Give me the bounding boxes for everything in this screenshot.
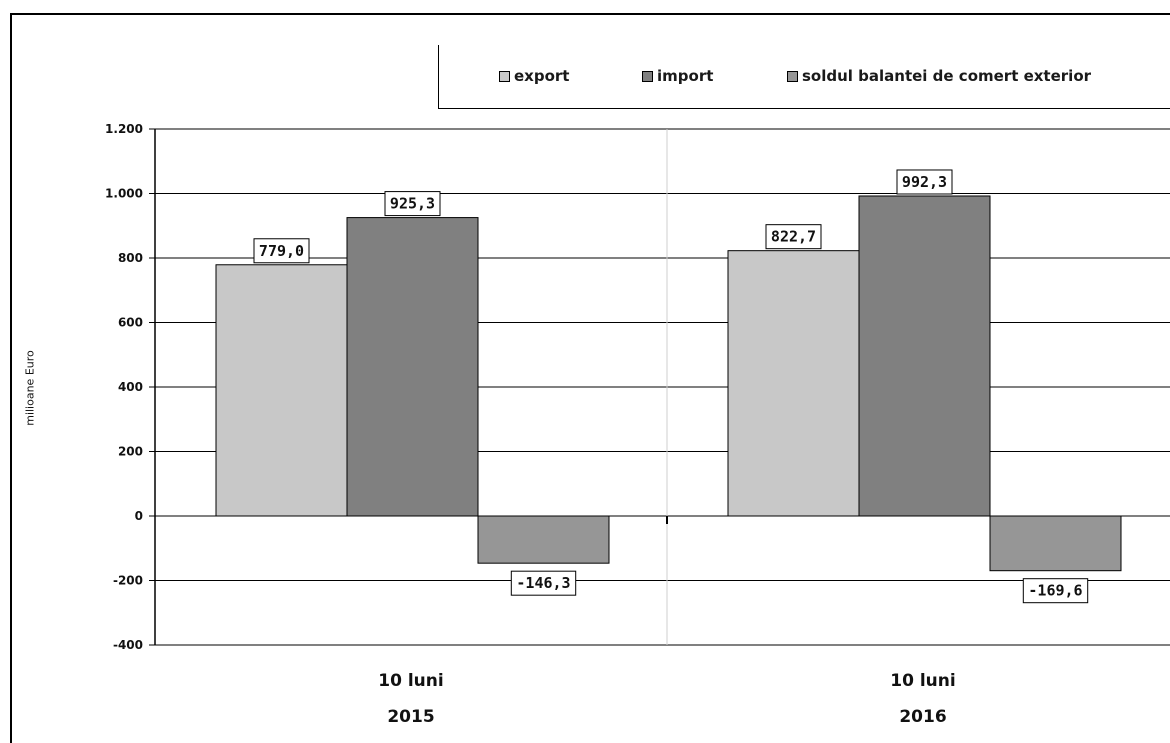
legend-swatch-import <box>642 70 653 82</box>
y-tick-label: 1.200 <box>105 122 143 136</box>
bar-export-1 <box>727 250 860 517</box>
x-category-label-line2: 2015 <box>387 707 434 727</box>
legend-swatch-export <box>499 70 510 82</box>
data-label: -169,6 <box>1028 582 1082 600</box>
y-tick-label: 400 <box>118 380 143 394</box>
x-category-label-line2: 2016 <box>899 707 946 727</box>
bar-soldul-0 <box>477 515 610 564</box>
legend-label-export: export <box>514 67 570 85</box>
legend: export import soldul balantei de comert … <box>438 45 1170 109</box>
y-tick-label: 800 <box>118 251 143 265</box>
y-tick-label: 1.000 <box>105 187 143 201</box>
bar-export-0 <box>215 264 348 517</box>
legend-item-balance: soldul balantei de comert exterior <box>787 67 1091 85</box>
bar-soldul-1 <box>989 515 1122 572</box>
data-label: -146,3 <box>516 574 570 592</box>
legend-item-import: import <box>642 67 713 85</box>
y-tick-label: 200 <box>118 445 143 459</box>
data-label-box <box>765 224 822 250</box>
legend-item-export: export <box>499 67 569 85</box>
data-label: 925,3 <box>390 195 435 213</box>
x-category-label-line1: 10 luni <box>378 671 443 691</box>
data-label-box <box>253 238 310 264</box>
y-tick-label: -200 <box>113 574 143 588</box>
data-label: 822,7 <box>771 228 816 246</box>
legend-label-import: import <box>657 67 714 85</box>
data-label-box <box>1022 578 1089 604</box>
data-label-box <box>896 169 953 195</box>
legend-label-balance: soldul balantei de comert exterior <box>802 67 1092 85</box>
bar-import-0 <box>346 217 479 517</box>
y-tick-label: 0 <box>135 509 143 523</box>
y-tick-label: 600 <box>118 316 143 330</box>
data-label: 779,0 <box>259 242 304 260</box>
data-label-box <box>510 570 577 596</box>
y-tick-label: -400 <box>113 638 143 652</box>
bar-import-1 <box>858 195 991 517</box>
chart-frame <box>10 13 1170 743</box>
data-label-box <box>384 191 441 217</box>
legend-swatch-balance <box>787 70 798 82</box>
data-label: 992,3 <box>902 173 947 191</box>
x-category-label-line1: 10 luni <box>890 671 955 691</box>
